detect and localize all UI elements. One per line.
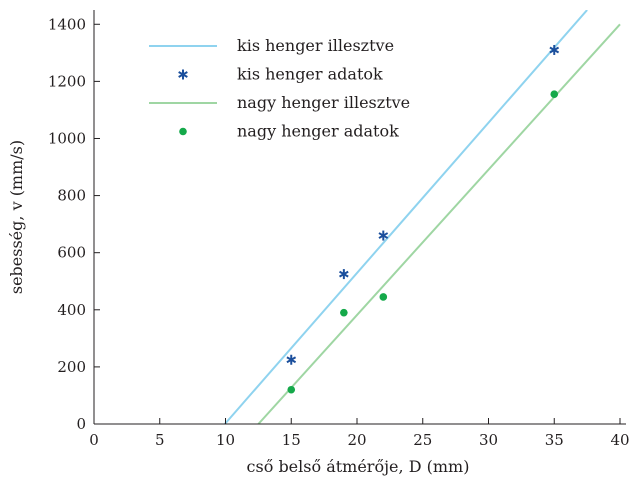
data-point-dot: [550, 90, 559, 99]
x-tick-label: 15: [282, 431, 301, 449]
legend-marker-asterisk: [178, 69, 188, 80]
x-tick-label: 40: [610, 431, 629, 449]
x-tick-label: 30: [479, 431, 498, 449]
fit-line: [224, 10, 588, 424]
x-tick-label: 0: [89, 431, 99, 449]
legend-label: kis henger illesztve: [237, 36, 394, 55]
data-point-asterisk: [286, 354, 297, 365]
y-axis-label: sebesség, v (mm/s): [7, 140, 26, 294]
data-point-dot: [340, 308, 348, 317]
legend-label: nagy henger adatok: [237, 122, 399, 141]
x-tick-label: 5: [155, 431, 165, 449]
legend-marker-dot: [179, 127, 187, 136]
y-tick-label: 1400: [48, 15, 86, 33]
y-tick-label: 800: [57, 187, 86, 205]
y-tick-label: 600: [57, 244, 86, 262]
plot-area: [224, 10, 621, 424]
data-point-asterisk: [378, 230, 389, 241]
y-tick-label: 200: [57, 358, 86, 376]
fit-line: [257, 23, 621, 424]
x-tick-label: 10: [216, 431, 235, 449]
x-axis-label: cső belső átmérője, D (mm): [247, 457, 470, 476]
x-tick-label: 25: [413, 431, 432, 449]
x-tick-label: 35: [545, 431, 564, 449]
x-tick-label: 20: [347, 431, 366, 449]
data-point-asterisk: [339, 269, 349, 280]
legend-label: kis henger adatok: [237, 65, 383, 84]
y-ticks: 0 200 400 600 800 1000 1200 1400: [48, 15, 100, 433]
data-point-asterisk: [549, 44, 560, 55]
data-point-dot: [379, 293, 388, 301]
y-tick-label: 0: [76, 415, 86, 433]
legend: kis henger illesztve kis henger adatok nag…: [149, 36, 410, 141]
y-tick-label: 1000: [48, 129, 86, 147]
y-tick-label: 1200: [48, 72, 86, 90]
y-tick-label: 400: [57, 301, 86, 319]
legend-label: nagy henger illesztve: [237, 93, 410, 112]
data-point-dot: [287, 385, 296, 394]
x-ticks: 0 5 10 15 20 25 30 35 40: [89, 418, 630, 449]
